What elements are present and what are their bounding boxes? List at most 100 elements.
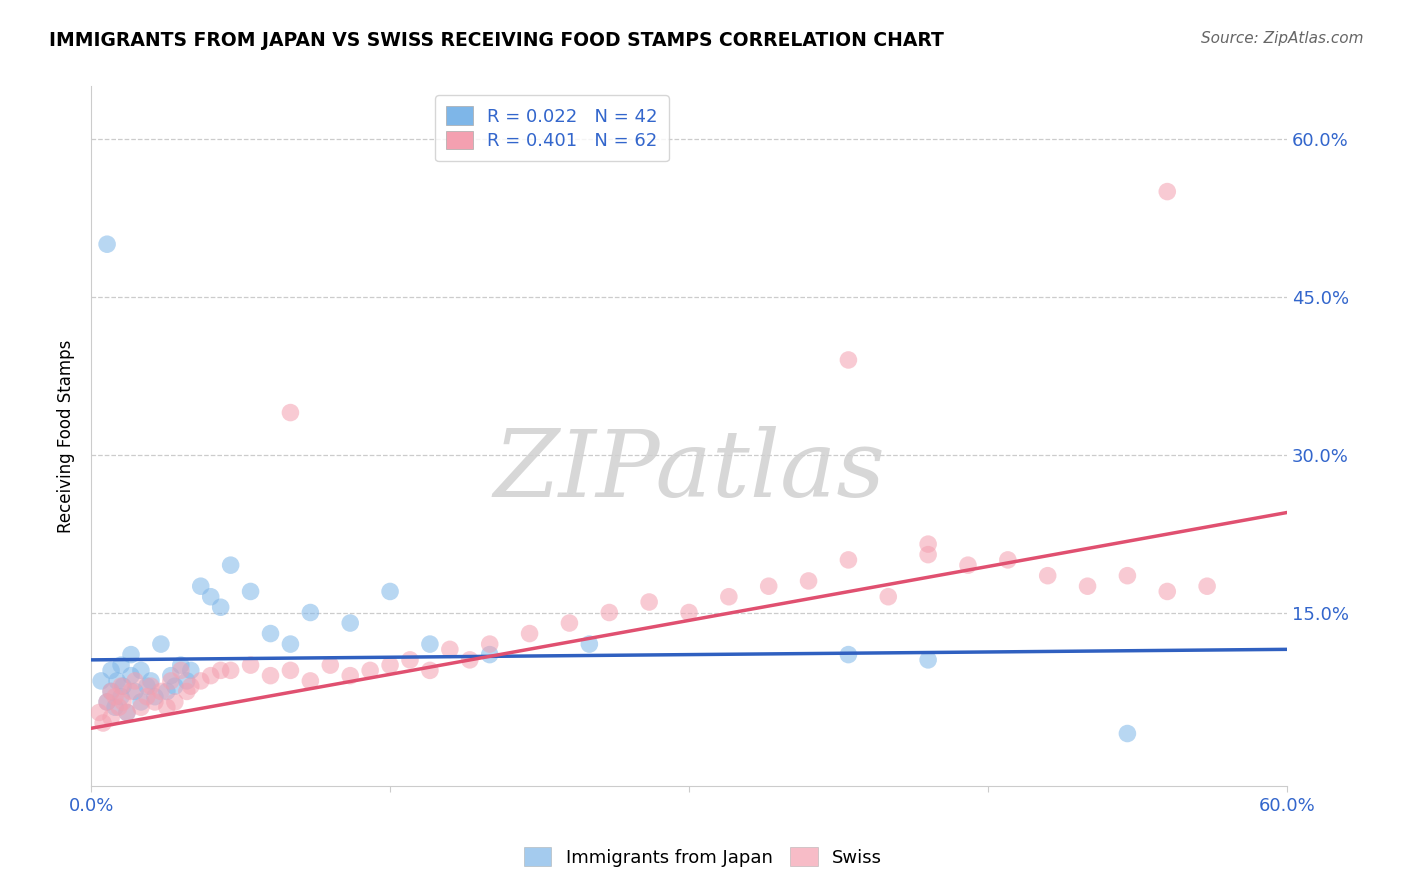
- Swiss: [176, 684, 198, 698]
- Swiss: [259, 668, 281, 682]
- Immigrants from Japan: [578, 637, 600, 651]
- Immigrants from Japan: [129, 664, 152, 678]
- Legend: Immigrants from Japan, Swiss: Immigrants from Japan, Swiss: [517, 840, 889, 874]
- Immigrants from Japan: [136, 679, 159, 693]
- Swiss: [956, 558, 979, 573]
- Immigrants from Japan: [160, 668, 183, 682]
- Swiss: [96, 695, 118, 709]
- Swiss: [89, 706, 111, 720]
- Swiss: [598, 606, 620, 620]
- Immigrants from Japan: [219, 558, 242, 573]
- Immigrants from Japan: [149, 637, 172, 651]
- Swiss: [917, 537, 939, 551]
- Swiss: [160, 673, 183, 688]
- Swiss: [100, 684, 122, 698]
- Swiss: [190, 673, 212, 688]
- Immigrants from Japan: [115, 706, 138, 720]
- Text: IMMIGRANTS FROM JAPAN VS SWISS RECEIVING FOOD STAMPS CORRELATION CHART: IMMIGRANTS FROM JAPAN VS SWISS RECEIVING…: [49, 31, 943, 50]
- Immigrants from Japan: [143, 690, 166, 704]
- Swiss: [339, 668, 361, 682]
- Swiss: [239, 658, 262, 673]
- Immigrants from Japan: [110, 658, 132, 673]
- Immigrants from Japan: [378, 584, 401, 599]
- Swiss: [110, 679, 132, 693]
- Swiss: [143, 695, 166, 709]
- Swiss: [678, 606, 700, 620]
- Swiss: [399, 653, 422, 667]
- Swiss: [558, 615, 581, 630]
- Swiss: [1077, 579, 1099, 593]
- Text: ZIPatlas: ZIPatlas: [494, 426, 884, 516]
- Swiss: [1156, 584, 1178, 599]
- Swiss: [156, 700, 179, 714]
- Immigrants from Japan: [190, 579, 212, 593]
- Swiss: [1036, 568, 1059, 582]
- Immigrants from Japan: [200, 590, 222, 604]
- Immigrants from Japan: [917, 653, 939, 667]
- Text: Source: ZipAtlas.com: Source: ZipAtlas.com: [1201, 31, 1364, 46]
- Immigrants from Japan: [419, 637, 441, 651]
- Immigrants from Japan: [239, 584, 262, 599]
- Swiss: [519, 626, 541, 640]
- Swiss: [108, 700, 131, 714]
- Immigrants from Japan: [110, 690, 132, 704]
- Swiss: [149, 684, 172, 698]
- Swiss: [100, 711, 122, 725]
- Swiss: [104, 690, 127, 704]
- Swiss: [299, 673, 322, 688]
- Immigrants from Japan: [180, 664, 202, 678]
- Immigrants from Japan: [112, 679, 135, 693]
- Immigrants from Japan: [120, 668, 142, 682]
- Immigrants from Japan: [90, 673, 112, 688]
- Immigrants from Japan: [837, 648, 859, 662]
- Swiss: [439, 642, 461, 657]
- Swiss: [378, 658, 401, 673]
- Immigrants from Japan: [170, 658, 193, 673]
- Swiss: [91, 716, 114, 731]
- Immigrants from Japan: [299, 606, 322, 620]
- Y-axis label: Receiving Food Stamps: Receiving Food Stamps: [58, 340, 75, 533]
- Swiss: [120, 684, 142, 698]
- Swiss: [458, 653, 481, 667]
- Swiss: [319, 658, 342, 673]
- Swiss: [219, 664, 242, 678]
- Swiss: [917, 548, 939, 562]
- Immigrants from Japan: [478, 648, 501, 662]
- Swiss: [359, 664, 381, 678]
- Swiss: [163, 695, 186, 709]
- Swiss: [997, 553, 1019, 567]
- Swiss: [1197, 579, 1219, 593]
- Immigrants from Japan: [156, 684, 179, 698]
- Swiss: [638, 595, 661, 609]
- Swiss: [112, 695, 135, 709]
- Legend: R = 0.022   N = 42, R = 0.401   N = 62: R = 0.022 N = 42, R = 0.401 N = 62: [434, 95, 669, 161]
- Swiss: [1116, 568, 1139, 582]
- Immigrants from Japan: [124, 684, 146, 698]
- Swiss: [136, 690, 159, 704]
- Swiss: [180, 679, 202, 693]
- Immigrants from Japan: [96, 237, 118, 252]
- Swiss: [419, 664, 441, 678]
- Swiss: [758, 579, 780, 593]
- Swiss: [209, 664, 232, 678]
- Immigrants from Japan: [259, 626, 281, 640]
- Immigrants from Japan: [163, 679, 186, 693]
- Swiss: [200, 668, 222, 682]
- Swiss: [115, 706, 138, 720]
- Immigrants from Japan: [96, 695, 118, 709]
- Immigrants from Japan: [176, 673, 198, 688]
- Swiss: [139, 679, 162, 693]
- Immigrants from Japan: [105, 673, 128, 688]
- Immigrants from Japan: [129, 695, 152, 709]
- Swiss: [837, 553, 859, 567]
- Swiss: [170, 664, 193, 678]
- Immigrants from Japan: [280, 637, 302, 651]
- Swiss: [837, 353, 859, 368]
- Immigrants from Japan: [100, 684, 122, 698]
- Swiss: [478, 637, 501, 651]
- Swiss: [280, 664, 302, 678]
- Swiss: [877, 590, 900, 604]
- Immigrants from Japan: [209, 600, 232, 615]
- Immigrants from Japan: [104, 700, 127, 714]
- Swiss: [797, 574, 820, 588]
